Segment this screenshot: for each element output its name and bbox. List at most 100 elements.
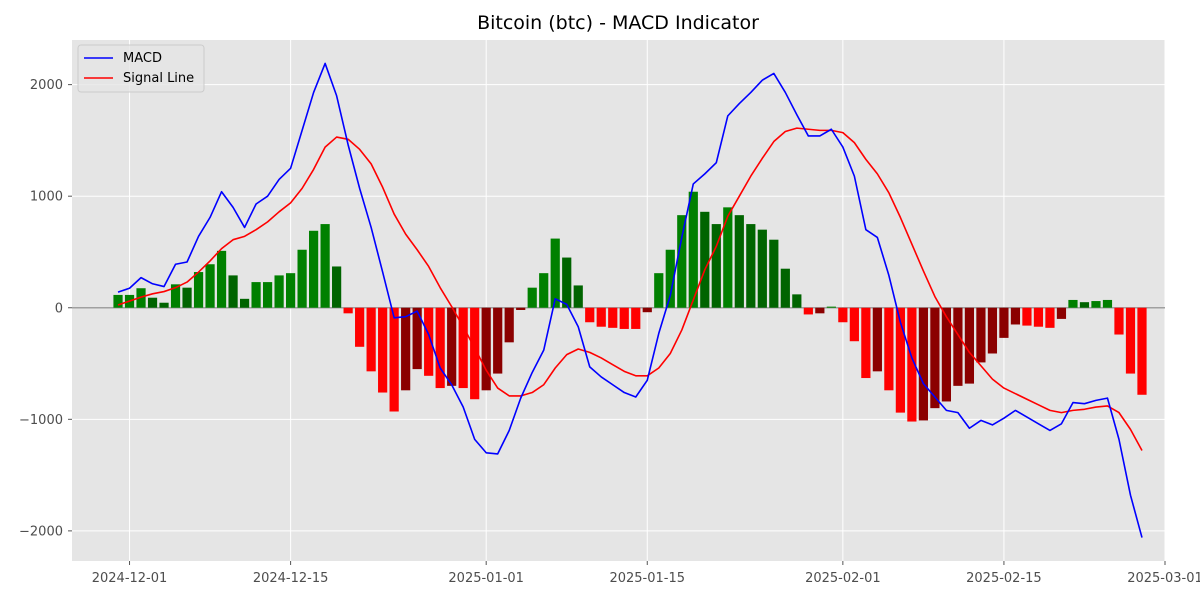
histogram-bar bbox=[746, 224, 756, 308]
histogram-bar bbox=[493, 307, 503, 374]
histogram-bar bbox=[113, 294, 123, 308]
histogram-bar bbox=[654, 273, 664, 308]
histogram-bar bbox=[596, 307, 606, 327]
histogram-bar bbox=[251, 282, 261, 308]
histogram-bar bbox=[803, 307, 813, 315]
x-tick-label-4: 2025-02-01 bbox=[805, 571, 881, 586]
histogram-bar bbox=[378, 307, 388, 393]
histogram-bar bbox=[458, 307, 468, 389]
x-tick-label-0: 2024-12-01 bbox=[92, 571, 168, 586]
x-tick-label-2: 2025-01-01 bbox=[448, 571, 524, 586]
histogram-bar bbox=[688, 191, 698, 308]
histogram-bar bbox=[401, 307, 411, 391]
histogram-bar bbox=[953, 307, 963, 386]
histogram-bar bbox=[516, 307, 526, 310]
histogram-bar bbox=[792, 294, 802, 308]
histogram-bar bbox=[274, 275, 284, 308]
histogram-bar bbox=[1114, 307, 1124, 335]
histogram-bar bbox=[435, 307, 445, 389]
histogram-bar bbox=[332, 266, 342, 308]
histogram-bar bbox=[976, 307, 986, 363]
macd-line bbox=[117, 62, 1143, 538]
histogram-bar bbox=[504, 307, 514, 343]
histogram-bar bbox=[1022, 307, 1032, 326]
histogram-bar bbox=[815, 307, 825, 314]
histogram-bar bbox=[1102, 299, 1113, 308]
histogram-bar bbox=[562, 257, 572, 308]
y-tick-label-0: −2000 bbox=[19, 524, 63, 539]
histogram-bar bbox=[585, 307, 595, 323]
histogram-bar bbox=[297, 249, 307, 308]
y-tick-label-2: 0 bbox=[55, 301, 63, 316]
histogram-bar bbox=[780, 268, 790, 308]
x-tick-label-3: 2025-01-15 bbox=[609, 571, 685, 586]
histogram-bar bbox=[262, 282, 273, 308]
histogram-bar bbox=[826, 306, 836, 308]
chart-title: Bitcoin (btc) - MACD Indicator bbox=[477, 12, 759, 34]
histogram-bar bbox=[228, 275, 238, 308]
histogram-bar bbox=[470, 307, 480, 400]
histogram-bar bbox=[1010, 307, 1021, 325]
histogram-bar bbox=[1091, 301, 1101, 308]
histogram-bar bbox=[631, 307, 641, 329]
histogram-bar bbox=[677, 215, 687, 308]
histogram-bar bbox=[1045, 307, 1055, 328]
histogram-bar bbox=[838, 307, 848, 323]
histogram-bar bbox=[941, 307, 952, 402]
histogram-bar bbox=[424, 307, 434, 376]
histogram-bar bbox=[193, 272, 204, 308]
histogram-bar bbox=[734, 215, 744, 308]
legend: MACD Signal Line bbox=[77, 44, 205, 93]
histogram-bar bbox=[320, 224, 330, 308]
histogram-bar bbox=[527, 287, 537, 308]
histogram-bar bbox=[769, 239, 779, 308]
histogram-bar bbox=[182, 287, 192, 308]
indicator-lines bbox=[117, 62, 1143, 538]
y-axis-ticks: −2000 −1000 0 1000 2000 bbox=[19, 78, 72, 539]
histogram-bar bbox=[711, 224, 721, 308]
legend-box bbox=[77, 44, 205, 93]
x-tick-label-6: 2025-03-01 bbox=[1127, 571, 1200, 586]
histogram-bar bbox=[147, 297, 158, 308]
histogram-bar bbox=[642, 307, 652, 313]
histogram-bar bbox=[872, 307, 882, 372]
x-axis-ticks: 2024-12-01 2024-12-15 2025-01-01 2025-01-15… bbox=[92, 561, 1200, 586]
legend-label-macd: MACD bbox=[123, 51, 162, 66]
histogram-bar bbox=[285, 273, 296, 308]
histogram-bar bbox=[412, 307, 422, 370]
y-tick-label-1: −1000 bbox=[19, 413, 63, 428]
histogram-bar bbox=[884, 307, 894, 391]
y-tick-label-4: 2000 bbox=[30, 78, 63, 93]
histogram-bar bbox=[964, 307, 975, 384]
histogram-bars bbox=[113, 191, 1147, 422]
histogram-bar bbox=[366, 307, 376, 372]
histogram-bar bbox=[619, 307, 629, 329]
histogram-bar bbox=[987, 307, 998, 354]
histogram-bar bbox=[343, 307, 353, 314]
histogram-bar bbox=[389, 307, 399, 412]
histogram-bar bbox=[481, 307, 491, 391]
histogram-bar bbox=[1125, 307, 1136, 374]
x-tick-label-1: 2024-12-15 bbox=[253, 571, 329, 586]
histogram-bar bbox=[1056, 307, 1067, 319]
histogram-bar bbox=[205, 264, 215, 308]
signal-line bbox=[117, 127, 1143, 451]
histogram-bar bbox=[918, 307, 928, 421]
histogram-bar bbox=[1137, 307, 1147, 395]
histogram-bar bbox=[309, 230, 319, 308]
histogram-bar bbox=[895, 307, 905, 413]
histogram-bar bbox=[861, 307, 871, 379]
histogram-bar bbox=[608, 307, 618, 328]
histogram-bar bbox=[1079, 302, 1090, 308]
histogram-bar bbox=[700, 211, 710, 308]
y-tick-label-3: 1000 bbox=[30, 190, 63, 205]
histogram-bar bbox=[170, 284, 181, 308]
histogram-bar bbox=[239, 298, 250, 308]
histogram-bar bbox=[757, 229, 767, 308]
histogram-bar bbox=[550, 238, 560, 308]
histogram-bar bbox=[573, 285, 583, 308]
histogram-bar bbox=[159, 302, 169, 308]
histogram-bar bbox=[999, 307, 1009, 338]
histogram-bar bbox=[930, 307, 940, 409]
histogram-bar bbox=[723, 207, 733, 308]
